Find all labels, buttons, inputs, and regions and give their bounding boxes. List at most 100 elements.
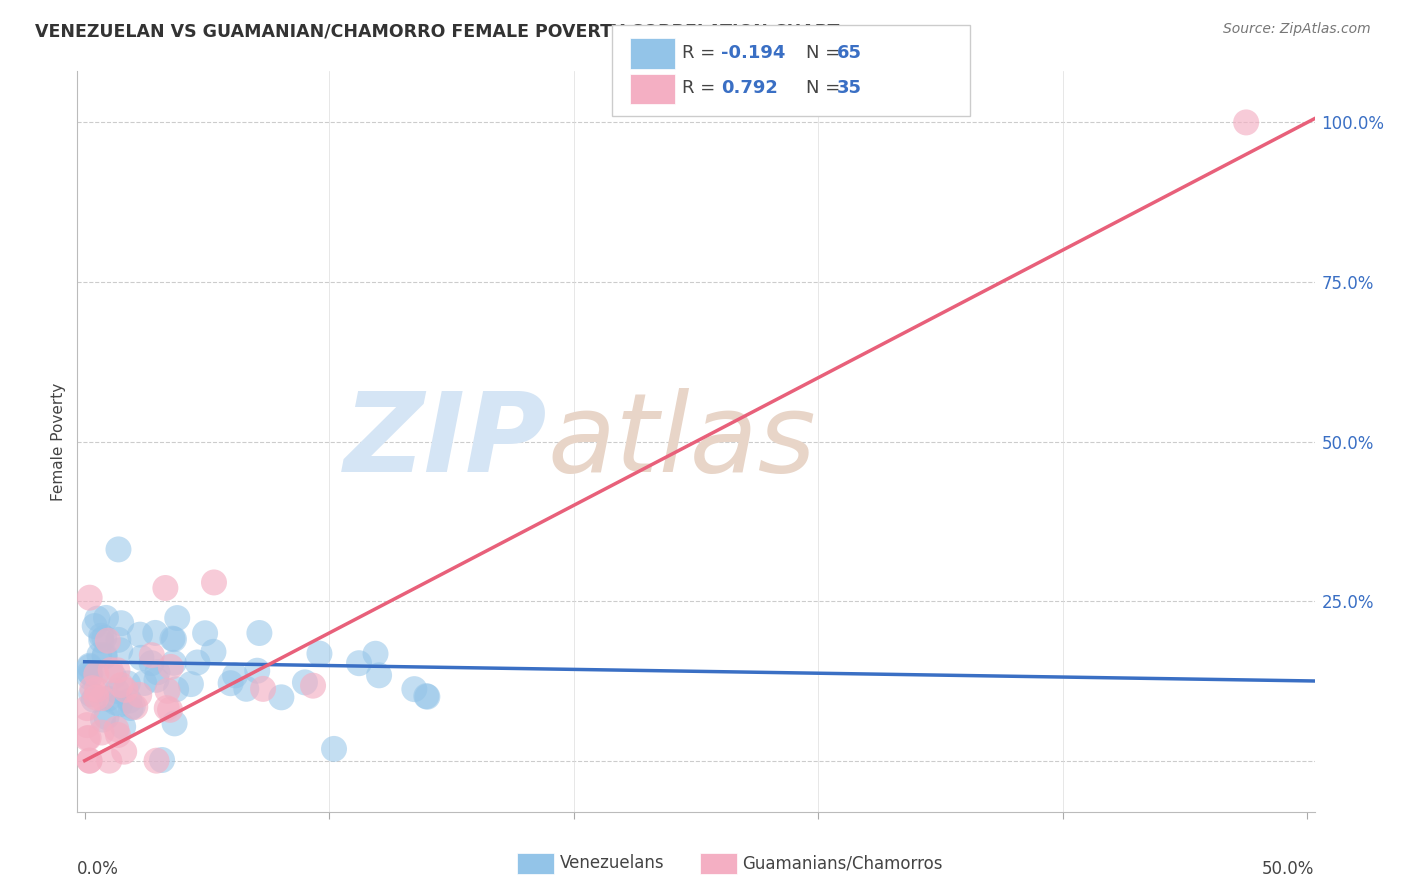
Point [79, 754, 101, 768]
Text: Guamanians/Chamorros: Guamanians/Chamorros [742, 855, 943, 872]
Point [143, 626, 166, 640]
Point [141, 656, 163, 670]
Point [112, 745, 135, 759]
Point [77, 731, 100, 745]
Point [165, 682, 187, 697]
Point [118, 693, 141, 707]
Point [110, 616, 132, 631]
Point [91, 713, 114, 727]
Point [247, 626, 270, 640]
Point [114, 682, 136, 697]
Point [90, 725, 112, 739]
Point [79, 754, 101, 768]
Point [79, 658, 101, 673]
Point [156, 683, 179, 698]
Point [117, 676, 139, 690]
Text: Source: ZipAtlas.com: Source: ZipAtlas.com [1223, 22, 1371, 37]
Point [347, 656, 370, 670]
Text: R =: R = [682, 79, 727, 97]
Point [76, 731, 98, 746]
Point [246, 664, 269, 678]
Point [97, 633, 120, 648]
Text: 65: 65 [837, 44, 862, 62]
Point [1234, 115, 1257, 129]
Point [194, 626, 217, 640]
Point [129, 627, 152, 641]
Point [294, 675, 316, 690]
Text: R =: R = [682, 44, 721, 62]
Point [107, 728, 129, 742]
Point [163, 632, 186, 647]
Point [163, 656, 186, 670]
Point [97, 691, 120, 706]
Point [224, 668, 246, 682]
Point [415, 689, 437, 703]
Point [91, 691, 114, 706]
Point [163, 716, 186, 731]
Text: 0.792: 0.792 [721, 79, 778, 97]
Point [120, 701, 142, 715]
Point [83, 619, 105, 633]
Point [156, 701, 179, 715]
Point [79, 591, 101, 605]
Point [76, 718, 98, 732]
Point [104, 696, 127, 710]
Point [159, 660, 181, 674]
Point [202, 575, 225, 590]
Text: 50.0%: 50.0% [1263, 860, 1315, 878]
Point [323, 742, 346, 756]
Point [90, 629, 112, 643]
Point [145, 673, 167, 687]
Point [150, 753, 173, 767]
Point [86, 690, 108, 705]
Point [89, 648, 111, 662]
Point [112, 720, 135, 734]
Point [84, 667, 107, 681]
Point [121, 699, 143, 714]
Point [82, 681, 104, 695]
Point [145, 754, 167, 768]
Point [131, 650, 153, 665]
Point [364, 647, 387, 661]
Point [108, 698, 131, 712]
Point [79, 665, 101, 680]
Point [180, 677, 202, 691]
Point [93, 648, 115, 662]
Point [124, 700, 146, 714]
Text: VENEZUELAN VS GUAMANIAN/CHAMORRO FEMALE POVERTY CORRELATION CHART: VENEZUELAN VS GUAMANIAN/CHAMORRO FEMALE … [35, 22, 839, 40]
Point [166, 611, 188, 625]
Point [202, 645, 225, 659]
Point [86, 612, 108, 626]
Point [141, 648, 163, 663]
Text: N =: N = [806, 44, 845, 62]
Point [404, 682, 426, 697]
Point [105, 684, 128, 698]
Point [108, 643, 131, 657]
Point [79, 666, 101, 681]
Point [235, 681, 257, 696]
Text: ZIP: ZIP [344, 388, 547, 495]
Point [96, 710, 118, 724]
Point [100, 663, 122, 677]
Point [159, 703, 181, 717]
Point [103, 670, 125, 684]
Point [270, 690, 292, 705]
Point [107, 663, 129, 677]
Point [107, 632, 129, 647]
Point [308, 647, 330, 661]
Y-axis label: Female Poverty: Female Poverty [51, 383, 66, 500]
Point [134, 676, 156, 690]
Text: 35: 35 [837, 79, 862, 97]
Point [86, 682, 108, 697]
Point [90, 633, 112, 648]
Point [416, 690, 439, 704]
Point [146, 665, 169, 680]
Point [368, 668, 391, 682]
Text: -0.194: -0.194 [721, 44, 786, 62]
Point [98, 754, 121, 768]
Text: 0.0%: 0.0% [77, 860, 120, 878]
Point [105, 722, 128, 736]
Point [128, 688, 150, 702]
Point [162, 632, 184, 646]
Point [252, 681, 274, 696]
